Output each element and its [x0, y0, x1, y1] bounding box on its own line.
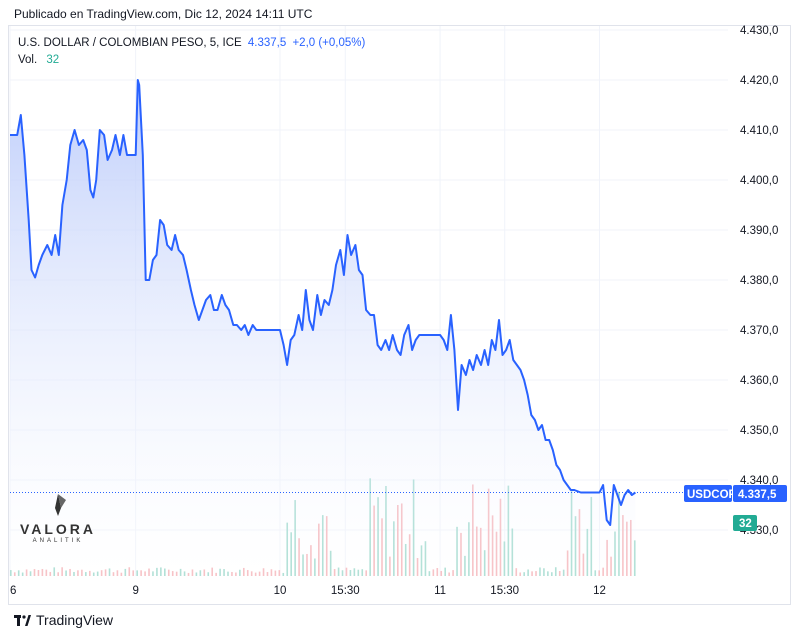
- volume-tag-bg: [733, 515, 757, 531]
- y-tick-label: 4.400,0: [740, 175, 778, 187]
- price-change: +2,0 (+0,05%): [292, 37, 366, 49]
- valora-logo-icon: [55, 494, 66, 516]
- x-tick-label: 11: [434, 585, 446, 597]
- tradingview-footer[interactable]: TradingView: [14, 612, 113, 628]
- chart-legend: U.S. DOLLAR / COLOMBIAN PESO, 5, ICE 4.3…: [18, 35, 365, 69]
- tradingview-brand: TradingView: [36, 612, 114, 628]
- time-axis: 6 9 10 15:30 11 15:30 12: [10, 585, 606, 597]
- ticker-tag-bg: [684, 485, 732, 502]
- x-tick-label: 12: [593, 585, 606, 597]
- valora-watermark: VALORA ANALITIK: [18, 494, 98, 544]
- x-tick-label: 15:30: [331, 585, 360, 597]
- chart-frame: [8, 25, 791, 605]
- y-tick-label: 4.340,0: [740, 475, 778, 487]
- y-tick-label: 4.430,0: [740, 25, 778, 37]
- symbol-name[interactable]: U.S. DOLLAR / COLOMBIAN PESO, 5, ICE: [18, 37, 242, 49]
- volume-tag: 32: [739, 518, 752, 530]
- y-tick-label: 4.390,0: [740, 225, 778, 237]
- price-axis: 4.430,0 4.420,0 4.410,0 4.400,0 4.390,0 4.380…: [740, 25, 778, 537]
- y-tick-label: 4.350,0: [740, 425, 778, 437]
- x-tick-label: 15:30: [490, 585, 519, 597]
- x-tick-label: 9: [132, 585, 138, 597]
- y-tick-label: 4.380,0: [740, 275, 778, 287]
- x-tick-label: 6: [10, 585, 16, 597]
- last-price: 4.337,5: [247, 37, 287, 49]
- axis-tags: USDCOP 4.337,5 32: [684, 485, 787, 531]
- y-tick-label: 4.410,0: [740, 125, 778, 137]
- y-tick-label: 4.420,0: [740, 75, 778, 87]
- x-tick-label: 10: [274, 585, 287, 597]
- price-line: [10, 79, 636, 526]
- published-caption: Publicado en TradingView.com, Dic 12, 20…: [14, 7, 313, 21]
- price-area: [10, 80, 636, 576]
- price-tag-bg: [733, 485, 787, 502]
- y-tick-label: 4.360,0: [740, 375, 778, 387]
- ticker-tag: USDCOP: [687, 489, 737, 501]
- tradingview-logo-icon: [14, 614, 31, 626]
- y-tick-label: 4.370,0: [740, 325, 778, 337]
- volume-value: 32: [46, 54, 60, 66]
- valora-sub: ANALITIK: [32, 538, 84, 544]
- volume-label: Vol.: [18, 54, 38, 66]
- valora-brand: VALORA: [19, 521, 97, 537]
- price-tag: 4.337,5: [738, 489, 777, 501]
